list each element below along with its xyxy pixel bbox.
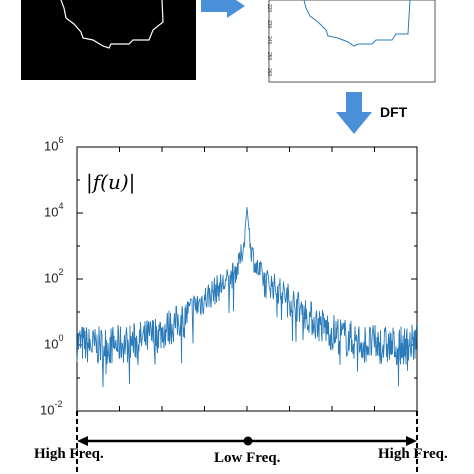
contour-shape [60,0,164,49]
right-arrowhead-icon [406,436,417,446]
y-tick-label: 100 [44,333,64,352]
binary-contour-image [21,0,196,80]
contour-plot-frame [268,0,436,83]
left-arrowhead-icon [77,436,88,446]
center-low-freq-label: Low Freq. [214,450,281,466]
center-dot [243,436,253,446]
dft-label: DFT [380,104,408,120]
contour-plot: 220 230 240 250 260 [268,0,438,83]
y-tick-label: 10-2 [40,399,63,418]
down-arrow-icon [336,92,372,134]
spectrum-series-line [76,207,418,388]
y-tick-label: 106 [44,135,64,154]
magnitude-label: |f(u)| [86,170,136,194]
right-arrow-icon [201,0,245,18]
y-tick-label: 102 [44,267,64,286]
left-high-freq-label: High Freq. [34,446,104,462]
y-tick-label: 104 [44,201,64,220]
right-high-freq-label: High Freq. [378,446,448,462]
